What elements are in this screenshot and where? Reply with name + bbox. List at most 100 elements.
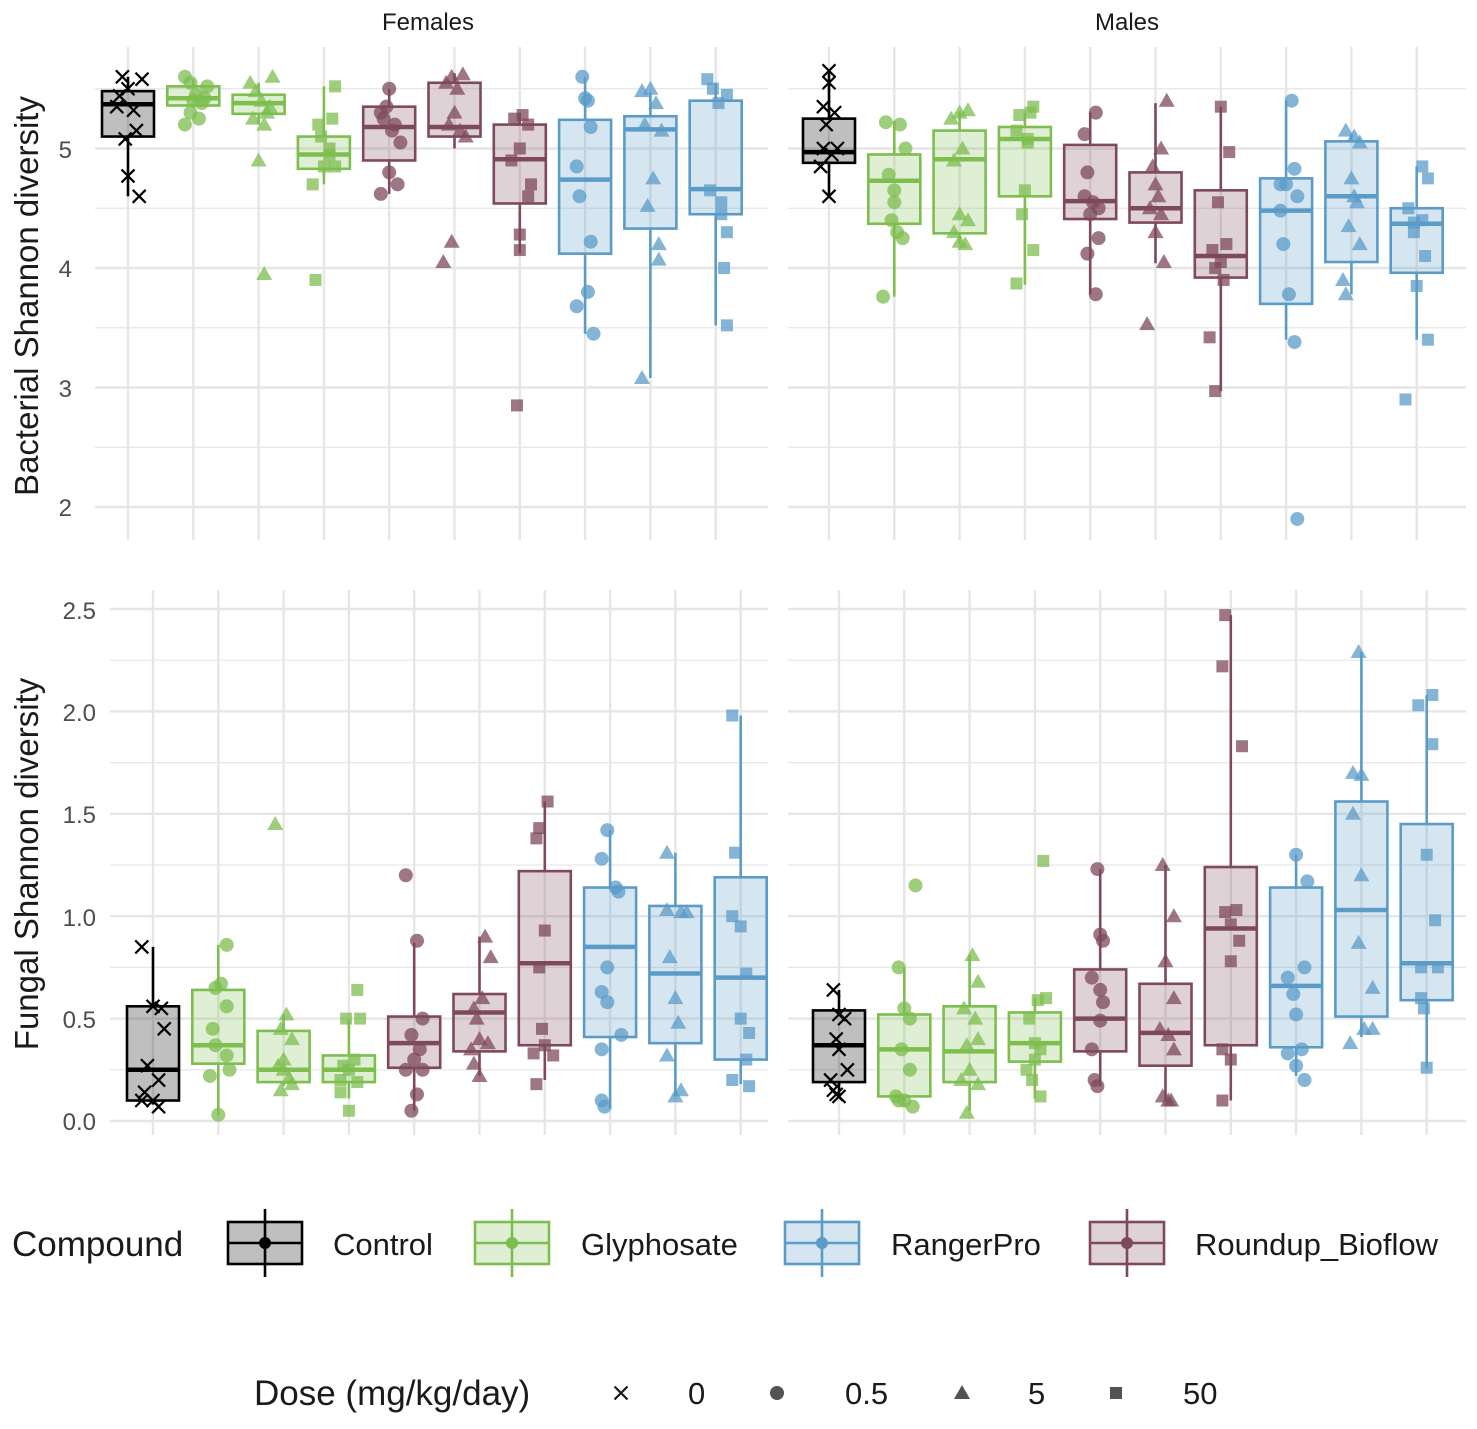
data-point	[1281, 287, 1296, 302]
data-point	[334, 1086, 347, 1099]
data-point	[219, 999, 234, 1014]
data-point	[824, 147, 840, 162]
data-point	[734, 920, 747, 933]
data-point	[645, 170, 662, 185]
box-RangerPro-0.5	[557, 69, 613, 341]
box-Glyphosate-0.5	[876, 878, 932, 1114]
data-point	[1407, 226, 1420, 239]
data-point	[642, 80, 659, 95]
box-Roundup_Bioflow-5	[452, 928, 507, 1082]
data-point	[1350, 934, 1367, 949]
legend-key-roundup-bioflow	[1088, 1209, 1166, 1277]
data-point	[151, 1072, 166, 1088]
box-RangerPro-5	[648, 844, 703, 1103]
data-point	[256, 116, 273, 131]
data-point	[1027, 244, 1040, 257]
data-point	[1287, 335, 1302, 350]
data-point	[1219, 609, 1232, 622]
data-point	[398, 1062, 413, 1077]
data-point	[1091, 231, 1106, 246]
data-point	[393, 135, 408, 150]
data-point	[891, 960, 906, 975]
data-point	[951, 206, 968, 221]
data-point	[600, 960, 615, 975]
data-point	[208, 1038, 223, 1053]
data-point	[895, 231, 910, 246]
data-point	[583, 119, 598, 134]
data-point	[726, 910, 739, 923]
data-point	[398, 868, 413, 883]
legend-key-glyphosate	[473, 1209, 551, 1277]
data-point	[970, 1076, 986, 1091]
data-point	[1160, 1026, 1177, 1041]
data-point	[530, 1078, 543, 1091]
data-point	[373, 186, 388, 201]
dose-legend-symbol-0	[613, 1385, 629, 1401]
box-Glyphosate-0.5	[866, 115, 922, 304]
box-iqr	[1072, 968, 1128, 1053]
data-point	[1028, 1053, 1041, 1066]
legend-key-rangerpro	[783, 1209, 861, 1277]
data-point	[474, 990, 491, 1005]
data-point	[348, 1053, 361, 1066]
data-point	[1415, 992, 1428, 1005]
bacterial-y-tick-2: 2	[59, 495, 72, 522]
data-point	[1230, 904, 1243, 917]
data-point	[134, 71, 150, 87]
data-point	[1090, 862, 1105, 877]
data-point	[828, 1087, 844, 1102]
box-Roundup_Bioflow-5	[427, 66, 482, 269]
data-point	[1290, 511, 1305, 526]
data-point	[1236, 740, 1248, 753]
data-point	[131, 189, 147, 204]
data-point	[946, 224, 962, 239]
data-point	[720, 226, 733, 239]
data-point	[1340, 218, 1357, 233]
data-point	[650, 251, 667, 266]
data-point	[837, 1011, 852, 1026]
box-RangerPro-5	[623, 80, 678, 384]
data-point	[205, 1021, 220, 1036]
data-point	[477, 928, 494, 943]
data-point	[572, 189, 587, 204]
data-point	[272, 1082, 289, 1097]
legend-key-control	[226, 1209, 304, 1277]
data-point	[1350, 644, 1367, 659]
data-point	[219, 1048, 234, 1063]
data-point	[219, 937, 234, 952]
data-point	[1407, 216, 1420, 229]
box-Glyphosate-50	[321, 983, 377, 1117]
data-point	[726, 709, 739, 722]
data-point	[659, 1047, 675, 1062]
data-point	[946, 152, 962, 167]
data-point	[1421, 172, 1434, 185]
data-point	[326, 112, 339, 125]
box-Glyphosate-0.5	[191, 937, 246, 1122]
data-point	[410, 1087, 424, 1102]
data-point	[1013, 109, 1026, 122]
data-point	[1088, 105, 1103, 120]
data-point	[1223, 146, 1236, 159]
data-point	[740, 1053, 753, 1066]
facet-label-males: Males	[1095, 9, 1159, 36]
data-point	[463, 1041, 480, 1056]
data-point	[743, 1026, 756, 1039]
facet-label-females: Females	[382, 9, 474, 36]
data-point	[1084, 970, 1099, 985]
data-point	[600, 995, 615, 1010]
data-point	[115, 69, 130, 85]
data-point	[887, 195, 902, 210]
data-point	[1364, 979, 1381, 994]
data-point	[1165, 990, 1182, 1005]
data-point	[1286, 987, 1301, 1002]
bacterial-y-tick-3: 3	[59, 376, 72, 403]
data-point	[340, 1012, 353, 1025]
box-Glyphosate-50	[1007, 854, 1063, 1103]
legend-label-roundup-bioflow: Roundup_Bioflow	[1195, 1227, 1439, 1262]
box-Control-0	[811, 982, 867, 1104]
box-Roundup_Bioflow-50	[1193, 100, 1249, 398]
data-point	[536, 1022, 548, 1035]
box-iqr	[517, 869, 573, 1047]
data-point	[580, 284, 595, 299]
data-point	[415, 1062, 430, 1077]
